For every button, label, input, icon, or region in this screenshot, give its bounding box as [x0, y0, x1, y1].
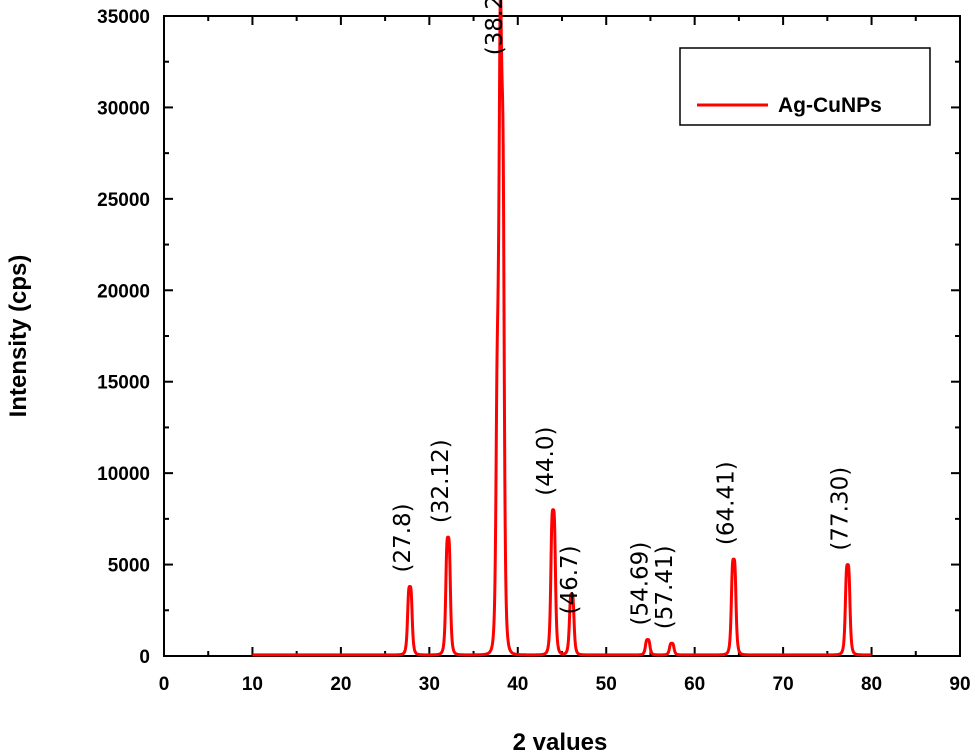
- y-axis-title: Intensity (cps): [5, 255, 32, 418]
- peak-label: (57.41): [652, 545, 678, 629]
- peak-label: (27.8): [390, 503, 416, 572]
- peak-annotations: (27.8) (32.12) (38.2) (44.0) (46.7) (54.69)(5…: [390, 0, 854, 629]
- y-tick-label: 5000: [108, 556, 150, 577]
- y-tick-label: 10000: [97, 464, 150, 485]
- peak-label: (77.30): [828, 467, 854, 551]
- peak-label: (46.7): [557, 545, 583, 614]
- x-tick-label: 80: [861, 674, 882, 695]
- series-line-ag-cunps: [251, 0, 873, 657]
- peak-label: (32.12): [428, 439, 454, 523]
- legend-label: Ag-CuNPs: [778, 94, 882, 117]
- x-tick-label: 70: [773, 674, 794, 695]
- y-tick-label: 15000: [97, 373, 150, 394]
- y-tick-label: 30000: [97, 98, 150, 119]
- x-tick-label: 40: [507, 674, 528, 695]
- x-tick-label: 60: [684, 674, 705, 695]
- y-tick-label: 25000: [97, 190, 150, 211]
- x-tick-label: 20: [330, 674, 351, 695]
- x-axis-title: 2 values: [513, 729, 608, 756]
- peak-label: (44.0): [533, 427, 559, 496]
- x-tick-label: 10: [242, 674, 263, 695]
- legend: Ag-CuNPs: [679, 47, 931, 126]
- x-tick-label: 90: [949, 674, 970, 695]
- legend-box: [679, 47, 931, 126]
- x-tick-label: 50: [596, 674, 617, 695]
- peak-label: (38.2): [482, 0, 508, 55]
- peak-label: (54.69): [628, 542, 654, 626]
- x-tick-label: 0: [159, 674, 170, 695]
- y-tick-label: 0: [139, 647, 150, 668]
- tick-labels: 0 10 20 30 40 50 60 70 80 90 0 5000 10000 15000 20000 2…: [97, 7, 970, 695]
- y-tick-label: 35000: [97, 7, 150, 28]
- y-tick-label: 20000: [97, 281, 150, 302]
- x-tick-label: 30: [419, 674, 440, 695]
- peak-label: (64.41): [714, 461, 740, 545]
